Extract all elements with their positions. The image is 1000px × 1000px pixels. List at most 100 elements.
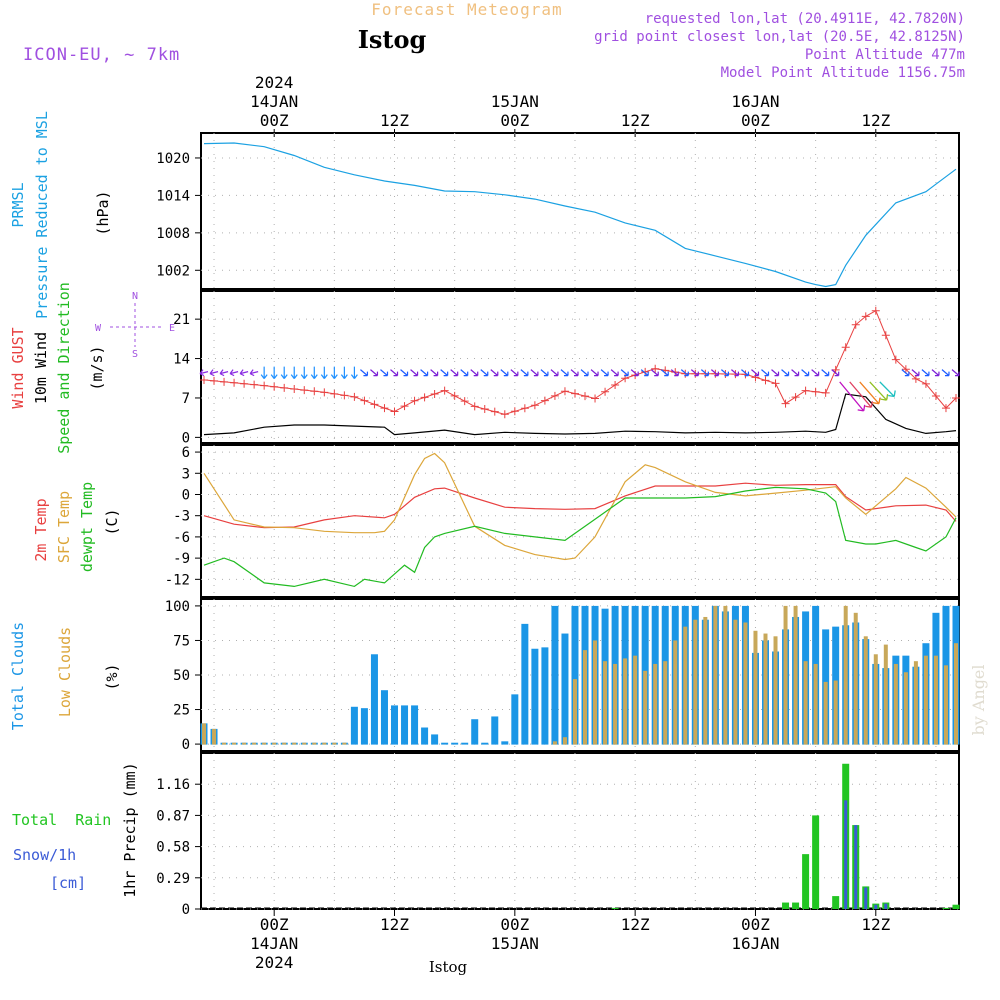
requested-coords: requested lon,lat (20.4911E, 42.7820N) [645,11,965,27]
rain-bar [611,907,619,909]
clouds-tick-label: 0 [182,737,190,753]
clouds-unit: (%) [103,663,121,690]
compass-s: S [132,349,138,360]
rain-bar [802,854,810,909]
gust-marker [470,402,479,411]
low-clouds-bar [943,665,948,745]
gust-marker [200,375,208,384]
top-time-label: 16JAN [731,92,779,111]
low-clouds-bar [683,626,688,745]
gust-marker [430,390,439,399]
low-clouds-bar [242,742,247,745]
wind-direction-arrow [310,366,318,379]
low-clouds-bar [823,681,828,745]
wind-panel-labels: Wind GUST 10m Wind Speed and Direction (… [9,282,175,454]
low-clouds-bar [302,742,307,745]
clouds-tick-label: 25 [173,703,190,719]
pressure-frame [200,132,960,290]
low-clouds-bar [332,742,337,745]
low-clouds-bar [763,633,768,745]
wind-direction-arrow [520,369,529,377]
bottom-time-label: 16JAN [731,934,779,953]
total-clouds-bar [441,742,449,745]
gust-marker [751,373,760,382]
prmsl-line [203,142,957,288]
temp-tick-label: 0 [182,487,190,503]
low-clouds-bar [552,741,557,745]
bottom-time-label: 15JAN [491,934,539,953]
clouds-tick-label: 75 [173,633,190,649]
wind-direction-arrow [570,369,579,377]
gust-marker [811,387,820,396]
total-clouds-bar [501,741,509,745]
wind-direction-arrow [901,369,910,377]
gust-marker [320,388,329,397]
bottom-time-label: 12Z [861,915,890,934]
wind-direction-arrow [590,369,599,377]
temp-tick-label: -6 [173,530,190,546]
wind-tick-label: 21 [173,312,190,328]
gust-marker [530,401,539,410]
wind-direction-arrow [270,366,278,379]
gust-marker [330,389,339,398]
chart-title: Istog [358,25,427,54]
bottom-time-label: 00Z [260,915,289,934]
wind-direction-arrow [811,369,820,377]
wind-direction-arrow [280,366,288,379]
pressure-tick-label: 1008 [156,226,190,242]
gust-marker [290,384,299,393]
wind-direction-arrow [420,369,429,377]
gust-marker [250,380,259,389]
low-clouds-bar [853,612,858,745]
snow-label: Snow/1h [13,846,76,864]
total-clouds-bar [571,605,579,745]
gust-marker [761,376,770,385]
snow-bar [884,903,888,909]
wind-direction-arrow [720,369,729,377]
bottom-time-label: 2024 [255,953,294,972]
wind-direction-arrow [249,369,259,377]
low-clouds-bar [843,605,848,745]
low-clouds-bar [603,661,608,745]
precip-tick-label: 0.29 [156,871,190,887]
wind-direction-arrow [710,369,719,377]
bottom-time-label: 12Z [621,915,650,934]
total-clouds-bar [451,742,459,745]
top-time-label: 2024 [255,73,294,92]
precip-tick-label: 1.16 [156,777,190,793]
low-clouds-bar [222,742,227,745]
wind-gust-line [203,309,957,415]
total-clouds-bar [370,654,378,745]
wind-tick-label: 14 [173,352,190,368]
clouds-tick-label: 50 [173,668,190,684]
compass-rose: N S W E [95,291,175,360]
wind-direction-arrow [330,366,338,379]
precip-tick-label: 0 [182,902,190,918]
low-clouds-bar [954,643,958,745]
top-time-label: 12Z [621,111,650,130]
gust-marker [591,394,600,403]
gust-marker [510,407,519,416]
low-clouds-bar [623,658,628,745]
top-time-label: 14JAN [250,92,298,111]
wind-direction-arrow [260,366,268,379]
low-clouds-bar [903,672,908,745]
storm-wind-arrow [839,381,866,412]
top-time-label: 00Z [741,111,770,130]
gust-marker [901,365,910,374]
gust-marker [230,378,239,387]
wind-direction-arrow [350,366,358,379]
low-clouds-bar [773,636,778,745]
wind-direction-arrow [751,369,760,377]
pressure-panel: 1020 1014 1008 1002 [156,132,960,290]
pressure-tick-label: 1020 [156,151,190,167]
gust-marker [460,397,469,406]
low-clouds-bar [613,663,618,745]
low-clouds-bar [262,742,267,745]
wind-direction-arrow [460,369,469,377]
wind-direction-arrow [219,369,229,377]
gust-marker [841,343,850,352]
wind-direction-arrow [390,369,399,377]
point-altitude: Point Altitude 477m [805,47,965,63]
